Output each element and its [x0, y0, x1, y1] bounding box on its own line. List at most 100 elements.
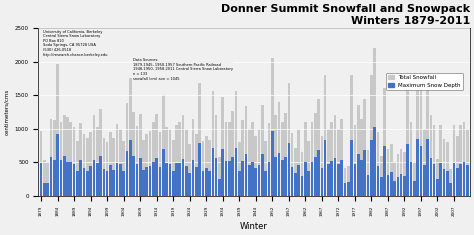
Bar	[195, 167, 198, 196]
Bar	[221, 149, 224, 196]
Bar	[106, 171, 109, 196]
Bar	[241, 161, 244, 196]
Bar	[436, 159, 439, 196]
Bar	[301, 152, 303, 196]
Bar	[307, 141, 310, 196]
Bar	[274, 115, 277, 196]
Bar	[99, 109, 102, 196]
Bar	[271, 132, 273, 196]
Legend: Total Snowfall, Maximum Snow Depth: Total Snowfall, Maximum Snow Depth	[386, 73, 463, 90]
Bar	[185, 166, 188, 196]
Bar	[201, 171, 204, 196]
Bar	[284, 113, 287, 196]
Bar	[291, 167, 293, 196]
Bar	[191, 160, 194, 196]
Bar	[278, 153, 280, 196]
Bar	[142, 140, 145, 196]
Bar	[301, 176, 303, 196]
Bar	[324, 140, 327, 196]
Bar	[201, 141, 204, 196]
Bar	[112, 137, 115, 196]
Bar	[146, 167, 148, 196]
Bar	[406, 85, 409, 196]
Bar	[413, 162, 416, 196]
Bar	[364, 150, 366, 196]
Bar	[344, 183, 346, 196]
Bar	[354, 125, 356, 196]
Bar	[238, 171, 241, 196]
Bar	[248, 129, 250, 196]
Bar	[182, 159, 184, 196]
Bar	[350, 75, 353, 196]
Bar	[228, 122, 231, 196]
Bar	[129, 140, 132, 196]
Bar	[179, 122, 181, 196]
Bar	[374, 48, 376, 196]
Bar	[146, 134, 148, 196]
Bar	[92, 160, 95, 196]
Bar	[439, 163, 442, 196]
Bar	[340, 119, 343, 196]
Bar	[255, 168, 257, 196]
Bar	[89, 132, 92, 196]
Bar	[380, 177, 383, 196]
Bar	[159, 167, 161, 196]
Bar	[136, 126, 138, 196]
Bar	[198, 83, 201, 196]
Bar	[208, 171, 211, 196]
Bar	[182, 115, 184, 196]
Bar	[109, 165, 112, 196]
Bar	[317, 150, 320, 196]
Bar	[231, 157, 234, 196]
Bar	[152, 162, 155, 196]
Bar	[364, 98, 366, 196]
Bar	[102, 169, 105, 196]
Bar	[334, 158, 337, 196]
Bar	[195, 133, 198, 196]
Bar	[63, 156, 65, 196]
Bar	[251, 122, 254, 196]
Bar	[109, 132, 112, 196]
Bar	[46, 162, 49, 196]
Bar	[80, 161, 82, 196]
Bar	[307, 171, 310, 196]
Bar	[86, 171, 89, 196]
Bar	[136, 164, 138, 196]
Bar	[60, 122, 62, 196]
Bar	[377, 166, 379, 196]
Bar	[251, 162, 254, 196]
Bar	[198, 143, 201, 196]
Bar	[347, 182, 350, 196]
Bar	[337, 129, 340, 196]
Bar	[374, 127, 376, 196]
Bar	[268, 162, 270, 196]
Bar	[390, 144, 392, 196]
Bar	[66, 117, 69, 196]
Bar	[429, 115, 432, 196]
Bar	[400, 149, 402, 196]
Bar	[433, 164, 436, 196]
Bar	[330, 161, 333, 196]
Bar	[172, 140, 174, 196]
Bar	[165, 127, 168, 196]
Bar	[271, 58, 273, 196]
Bar	[403, 176, 406, 196]
Bar	[443, 169, 446, 196]
Bar	[310, 122, 313, 196]
Bar	[228, 161, 231, 196]
Bar	[40, 163, 42, 196]
Bar	[344, 168, 346, 196]
Bar	[50, 119, 52, 196]
Bar	[367, 150, 369, 196]
Bar	[175, 125, 178, 196]
Bar	[73, 127, 75, 196]
Bar	[211, 91, 214, 196]
Bar	[288, 143, 290, 196]
Bar	[284, 157, 287, 196]
Bar	[410, 162, 412, 196]
Bar	[268, 123, 270, 196]
Bar	[413, 180, 416, 196]
Bar	[360, 119, 363, 196]
Bar	[320, 136, 323, 196]
Bar	[258, 129, 260, 196]
